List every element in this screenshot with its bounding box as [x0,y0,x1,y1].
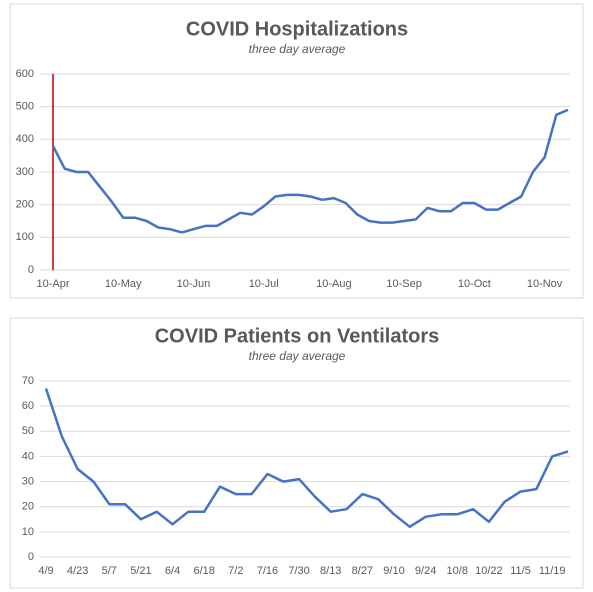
x-tick-label: 11/19 [539,565,566,577]
x-tick-label: 10-Aug [316,278,351,290]
x-tick-label: 10-Jul [249,278,279,290]
x-tick-label: 10-Jun [177,278,211,290]
y-tick-label: 300 [16,166,34,178]
x-tick-label: 7/16 [257,565,278,577]
x-tick-label: 5/7 [102,565,117,577]
chart-title: COVID Hospitalizations [186,18,408,40]
x-tick-label: 6/4 [165,565,180,577]
y-tick-label: 30 [22,475,34,487]
x-tick-label: 11/5 [510,565,531,577]
x-tick-label: 5/21 [130,565,151,577]
x-tick-label: 7/2 [228,565,243,577]
panel [9,3,584,299]
x-tick-label: 10-May [105,278,142,290]
x-tick-label: 4/23 [67,565,88,577]
x-tick-label: 10/22 [475,565,503,577]
y-tick-label: 60 [22,400,34,412]
y-tick-label: 100 [16,231,34,243]
y-tick-label: 0 [28,551,34,563]
chart-subtitle: three day average [249,349,346,363]
y-tick-label: 500 [16,101,34,113]
y-tick-label: 70 [22,375,34,387]
x-tick-label: 9/24 [415,565,436,577]
x-tick-label: 10-Nov [527,278,563,290]
chart-subtitle: three day average [249,42,346,56]
x-tick-label: 8/27 [352,565,373,577]
x-tick-label: 10-Oct [458,278,491,290]
panel [9,317,584,589]
y-tick-label: 200 [16,199,34,211]
y-tick-label: 10 [22,526,34,538]
x-tick-label: 9/10 [383,565,404,577]
y-tick-label: 50 [22,425,34,437]
y-tick-label: 600 [16,68,34,80]
x-tick-label: 7/30 [288,565,309,577]
data-line [51,108,569,234]
y-tick-label: 400 [16,133,34,145]
x-tick-label: 10-Sep [386,278,421,290]
x-tick-label: 4/9 [38,565,53,577]
y-tick-label: 20 [22,501,34,513]
data-line [44,388,569,529]
y-tick-label: 40 [22,450,34,462]
chart-title: COVID Patients on Ventilators [155,325,440,347]
x-tick-label: 8/13 [320,565,341,577]
y-tick-label: 0 [28,264,34,276]
x-tick-label: 6/18 [193,565,214,577]
x-tick-label: 10-Apr [36,278,69,290]
x-tick-label: 10/8 [447,565,468,577]
